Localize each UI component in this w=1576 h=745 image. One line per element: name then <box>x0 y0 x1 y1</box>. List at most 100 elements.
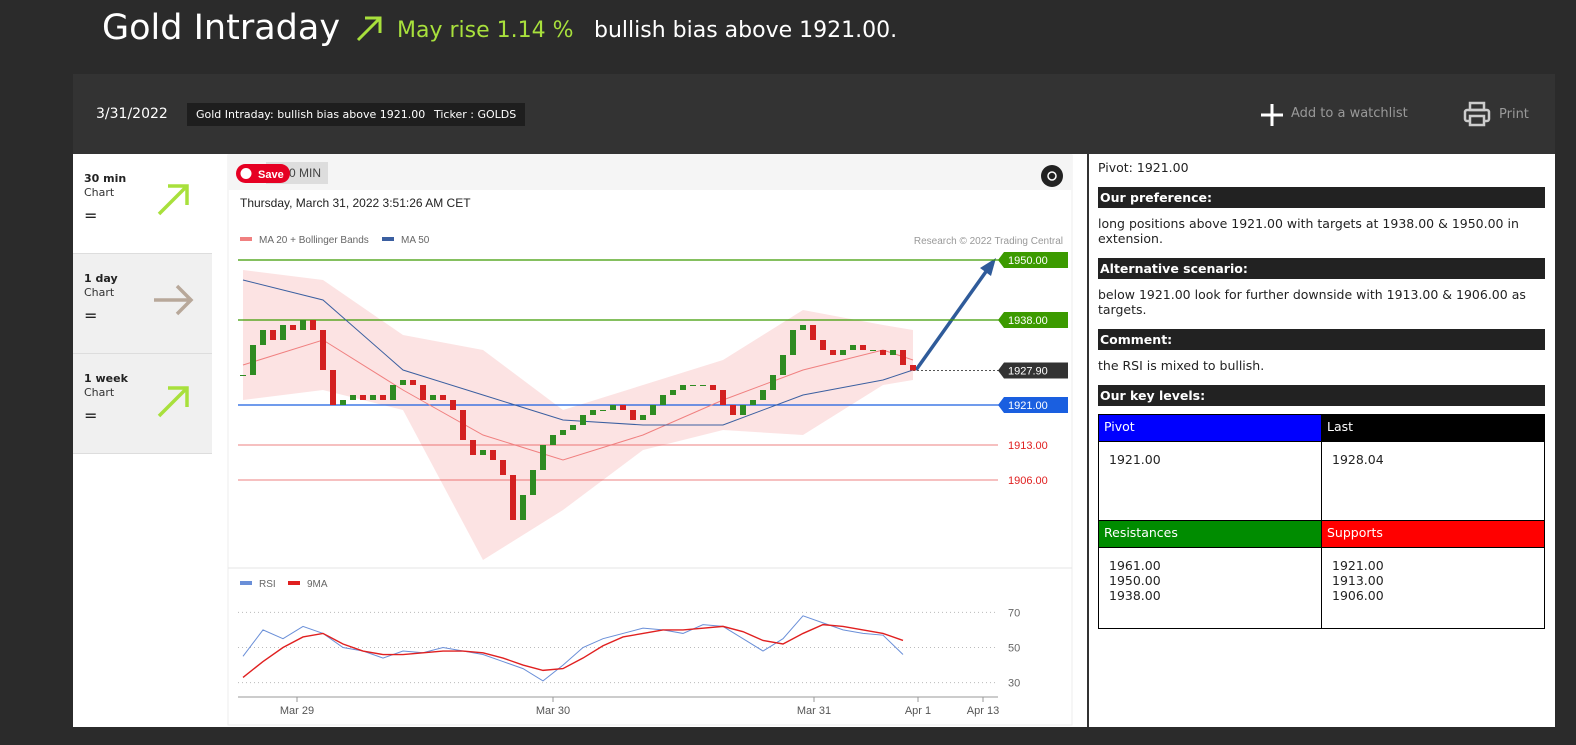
moving-average <box>242 339 914 461</box>
level: 1950.00 <box>1109 573 1161 588</box>
header-title: Gold Intraday <box>102 8 341 48</box>
header-summary: bullish bias above 1921.00. <box>594 18 898 43</box>
legend-label: MA 50 <box>401 235 430 246</box>
candle <box>910 365 916 371</box>
section-heading: Comment: <box>1098 329 1545 350</box>
date: 3/31/2022 <box>96 106 168 122</box>
candle <box>270 330 276 340</box>
legend-label: 9MA <box>307 579 328 590</box>
print-icon[interactable] <box>1463 101 1491 127</box>
x-tick-label: Mar 30 <box>536 705 570 717</box>
target-arrow <box>914 264 992 372</box>
legend-swatch <box>288 581 300 585</box>
candle <box>380 395 386 400</box>
sidebar-item[interactable]: 1 day Chart = <box>73 254 212 354</box>
indicator-line <box>242 615 904 682</box>
level: 1938.00 <box>1109 588 1161 603</box>
level-label-box <box>998 362 1068 379</box>
period: 1 day <box>84 272 118 285</box>
pivot: Pivot: 1921.00 <box>1098 160 1189 175</box>
candle <box>240 375 246 376</box>
level-label: 1921.00 <box>1008 400 1048 412</box>
candle <box>600 410 606 411</box>
candle <box>650 405 656 415</box>
analysis-panel: Pivot: 1921.00 Our preference: long posi… <box>1098 160 1545 629</box>
key-levels-table: Pivot Last 1921.00 1928.04 Resistances Supp… <box>1098 414 1545 629</box>
period: 1 week <box>84 372 128 385</box>
level: 1906.00 <box>1332 588 1384 603</box>
candle <box>250 345 256 375</box>
tag: Gold Intraday: bullish bias above 1921.0… <box>187 103 438 126</box>
candle <box>870 350 876 351</box>
level-label-box <box>998 397 1068 413</box>
header-cell: Last <box>1321 414 1545 442</box>
candle <box>520 495 526 520</box>
candle <box>780 355 786 375</box>
candle <box>630 410 636 420</box>
chart-subtitle: Thursday, March 31, 2022 3:51:26 AM CET <box>240 196 471 210</box>
rise-arrow <box>356 16 382 42</box>
candle <box>710 385 716 390</box>
sidebar-item[interactable]: 1 week Chart = <box>73 354 212 454</box>
candle <box>560 430 566 435</box>
moving-average <box>242 279 914 426</box>
level: 1913.00 <box>1332 573 1384 588</box>
candle <box>470 440 476 455</box>
candle <box>370 395 376 400</box>
status: = <box>84 206 98 225</box>
legend-swatch <box>240 237 252 241</box>
legend-swatch <box>382 237 394 241</box>
chart-toolbar <box>228 155 1072 190</box>
level-label: 1913.00 <box>1008 440 1048 452</box>
pin-icon <box>240 168 252 179</box>
cell: 1961.00 1950.00 1938.00 <box>1098 547 1322 629</box>
candle <box>730 405 736 415</box>
candle <box>750 400 756 405</box>
watchlist-button[interactable]: Add to a watchlist <box>1291 106 1408 121</box>
candle <box>500 460 506 475</box>
section-text: long positions above 1921.00 with target… <box>1098 216 1519 246</box>
print-button[interactable]: Print <box>1499 107 1529 122</box>
candle <box>330 370 336 405</box>
level-label: 1938.00 <box>1008 315 1048 327</box>
candle <box>350 395 356 400</box>
divider <box>1087 154 1089 727</box>
candle <box>640 415 646 420</box>
level-label-box <box>998 252 1068 268</box>
period: 30 min <box>84 172 127 185</box>
y-tick-label: 50 <box>1008 643 1020 655</box>
chart-label: Chart <box>84 286 115 299</box>
y-tick-label: 30 <box>1008 678 1020 690</box>
y-tick-label: 70 <box>1008 607 1020 619</box>
x-tick-label: Mar 29 <box>280 705 314 717</box>
legend-label: MA 20 + Bollinger Bands <box>259 235 369 246</box>
section-heading: Our key levels: <box>1098 385 1545 406</box>
candle <box>620 405 626 410</box>
candle <box>420 385 426 400</box>
candle <box>390 385 396 400</box>
candle <box>790 330 796 355</box>
target-arrowhead <box>980 258 996 276</box>
candle <box>480 450 486 455</box>
candle <box>260 330 266 345</box>
camera-icon <box>1047 171 1057 181</box>
plus-icon[interactable] <box>1260 103 1284 127</box>
candle <box>290 325 296 330</box>
candle <box>450 400 456 410</box>
x-tick-label: Mar 31 <box>797 705 831 717</box>
section-heading: Alternative scenario: <box>1098 258 1545 279</box>
trend-arrow <box>157 386 189 418</box>
candle <box>740 405 746 415</box>
sidebar-item[interactable]: 30 min Chart = <box>73 154 212 254</box>
bollinger-band <box>243 270 913 560</box>
candle <box>890 350 896 355</box>
level-label: 1906.00 <box>1008 475 1048 487</box>
level: 1961.00 <box>1109 558 1161 573</box>
legend-label: RSI <box>259 579 276 590</box>
candle <box>610 405 616 410</box>
x-tick-label: Apr 1 <box>905 705 931 717</box>
screenshot-button[interactable] <box>1041 165 1063 187</box>
candle <box>850 345 856 350</box>
save-button[interactable] <box>236 164 290 183</box>
